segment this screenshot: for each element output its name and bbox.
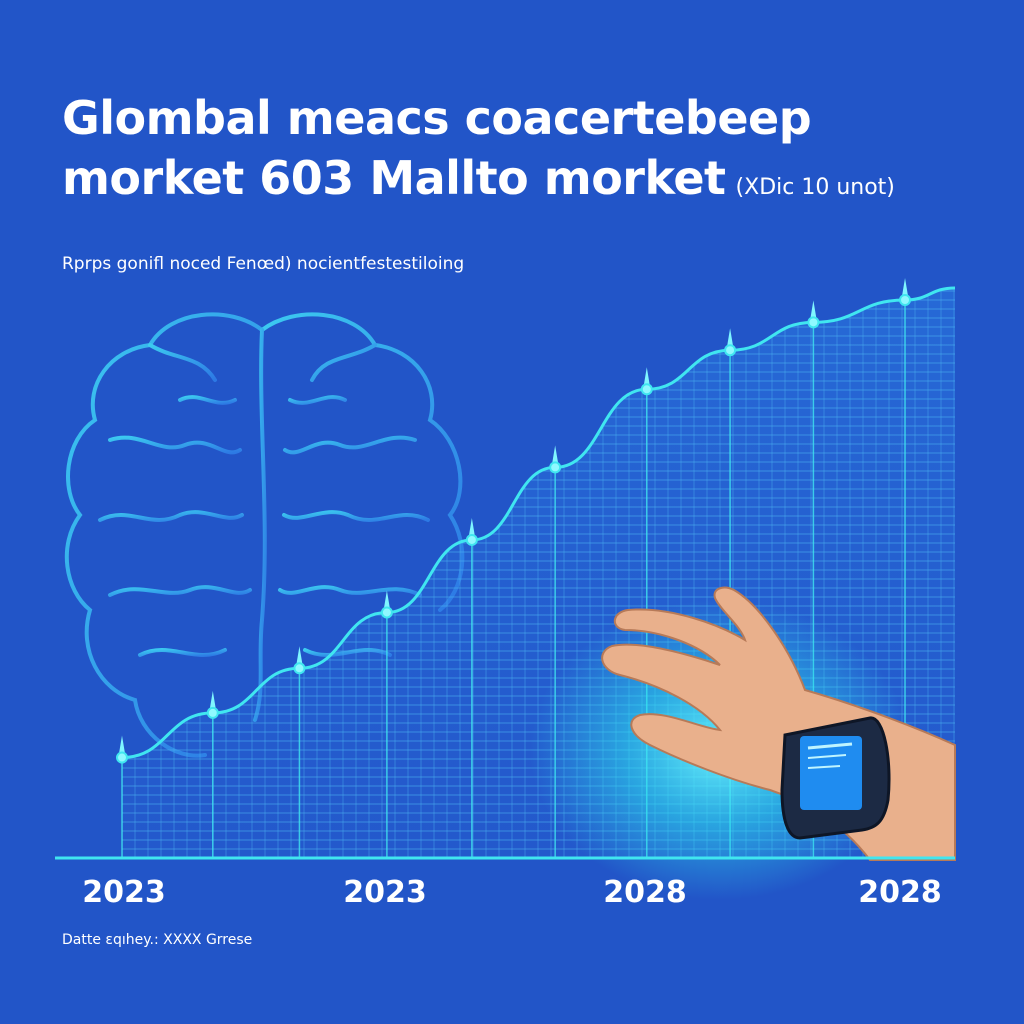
chart-title: Glombal meacs coacertebeep morket 603 Ma…	[62, 88, 1002, 218]
data-point	[206, 706, 219, 719]
data-point	[724, 344, 737, 357]
hand-with-wristband-illustration	[530, 586, 956, 900]
title-line-2: morket 603 Mallto morket (XDic 10 unot)	[62, 148, 1002, 218]
data-point-spike	[902, 278, 909, 296]
data-point	[380, 606, 393, 619]
data-point	[640, 383, 653, 396]
x-axis-ticks: 2023 2023 2028 2028	[82, 875, 942, 910]
data-point-spike	[468, 517, 475, 536]
data-point-spike	[810, 300, 817, 319]
unit-label: (XDic 10 unot)	[735, 175, 895, 200]
data-point	[549, 461, 562, 474]
x-tick-label: 2023	[82, 875, 166, 910]
data-point-spike	[552, 445, 559, 464]
data-point-spike	[727, 328, 734, 347]
chart-subtitle: Rprps gonifl noced Fenœd) nocientfestest…	[62, 254, 465, 274]
data-point	[116, 751, 128, 764]
x-tick-label: 2023	[343, 875, 427, 910]
data-point-spike	[119, 735, 125, 754]
data-source-note: Datte εqıhey.: XXXX Grrese	[62, 932, 253, 948]
data-point	[807, 316, 820, 329]
title-line-2-text: morket 603 Mallto morket	[62, 151, 726, 205]
data-point-spike	[209, 690, 216, 709]
data-point-spike	[643, 367, 650, 386]
data-point	[465, 533, 478, 546]
data-point	[899, 294, 912, 306]
title-line-1: Glombal meacs coacertebeep	[62, 91, 812, 145]
data-point-spike	[296, 646, 303, 665]
data-point	[293, 662, 306, 675]
x-tick-label: 2028	[858, 875, 942, 910]
x-tick-label: 2028	[603, 875, 687, 910]
data-point-spike	[383, 590, 390, 609]
